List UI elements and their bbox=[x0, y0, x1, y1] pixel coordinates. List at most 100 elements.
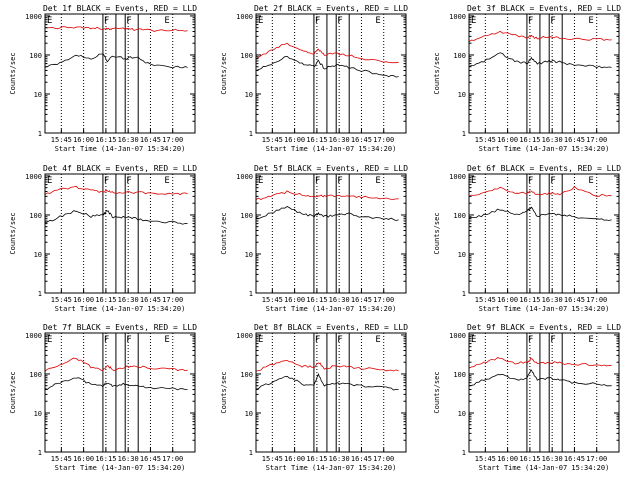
flag-f-label: F bbox=[104, 16, 109, 26]
plot-frame bbox=[468, 332, 620, 453]
x-tick-label: 16:30 bbox=[542, 455, 563, 463]
flag-e-label: E bbox=[164, 335, 169, 345]
flag-e-label: E bbox=[47, 335, 52, 345]
y-axis-label: Counts/sec bbox=[9, 212, 17, 254]
y-tick-label: 100 bbox=[29, 212, 42, 220]
x-tick-label: 16:30 bbox=[118, 136, 139, 144]
flag-f-label: F bbox=[550, 176, 555, 186]
y-tick-label: 10 bbox=[458, 410, 466, 418]
y-tick-label: 1 bbox=[462, 130, 466, 138]
flag-f-label: F bbox=[315, 16, 320, 26]
y-tick-label: 10 bbox=[34, 251, 42, 259]
x-tick-label: 17:00 bbox=[373, 455, 394, 463]
y-tick-label: 100 bbox=[240, 52, 253, 60]
series-events-line bbox=[255, 206, 399, 222]
flag-f-label: F bbox=[550, 335, 555, 345]
y-tick-label: 1000 bbox=[449, 13, 466, 21]
plot-frame bbox=[44, 13, 196, 134]
series-lld-line bbox=[44, 185, 188, 196]
panel-det-6: Det 6f BLACK = Events, RED = LLD F F E E 1 10 1… bbox=[433, 164, 621, 313]
y-tick-label: 1000 bbox=[25, 13, 42, 21]
y-axis-label: Counts/sec bbox=[220, 52, 228, 94]
x-tick-label: 17:00 bbox=[586, 455, 607, 463]
panel-det-4: Det 4f BLACK = Events, RED = LLD F F E E 1 10 1… bbox=[9, 164, 197, 313]
series-events-line bbox=[255, 55, 399, 78]
series-events-line bbox=[468, 52, 612, 69]
x-tick-label: 16:30 bbox=[118, 455, 139, 463]
plot-frame bbox=[468, 13, 620, 134]
y-tick-label: 1000 bbox=[25, 332, 42, 340]
flag-f-label: F bbox=[528, 16, 533, 26]
x-axis-label: Start Time (14-Jan-07 15:34:20) bbox=[479, 145, 610, 153]
flag-e-label: E bbox=[588, 335, 593, 345]
panel-det-2: Det 2f BLACK = Events, RED = LLD F F E E 1 10 1… bbox=[220, 4, 408, 153]
series-events-line bbox=[468, 206, 612, 221]
series-lld-line bbox=[44, 357, 188, 372]
x-tick-label: 16:00 bbox=[497, 455, 518, 463]
x-tick-label: 16:30 bbox=[329, 136, 350, 144]
x-tick-label: 16:15 bbox=[95, 455, 116, 463]
x-tick-label: 16:45 bbox=[140, 455, 161, 463]
x-tick-label: 16:45 bbox=[351, 455, 372, 463]
x-tick-label: 16:00 bbox=[73, 455, 94, 463]
x-tick-label: 16:30 bbox=[329, 296, 350, 304]
x-tick-label: 17:00 bbox=[373, 296, 394, 304]
x-tick-label: 17:00 bbox=[162, 136, 183, 144]
y-tick-label: 100 bbox=[453, 371, 466, 379]
x-tick-label: 15:45 bbox=[51, 296, 72, 304]
series-lld-line bbox=[468, 357, 612, 369]
y-tick-label: 100 bbox=[453, 212, 466, 220]
plot-frame bbox=[255, 332, 407, 453]
x-tick-label: 15:45 bbox=[51, 455, 72, 463]
x-axis-label: Start Time (14-Jan-07 15:34:20) bbox=[266, 305, 397, 313]
y-axis-label: Counts/sec bbox=[433, 52, 441, 94]
x-tick-label: 17:00 bbox=[162, 296, 183, 304]
x-tick-label: 16:45 bbox=[351, 136, 372, 144]
x-tick-label: 15:45 bbox=[262, 136, 283, 144]
x-tick-label: 16:00 bbox=[284, 136, 305, 144]
x-tick-label: 16:00 bbox=[497, 296, 518, 304]
series-events-line bbox=[44, 53, 188, 69]
flag-e-label: E bbox=[47, 16, 52, 26]
panel-title: Det 8f BLACK = Events, RED = LLD bbox=[254, 323, 408, 332]
x-axis-label: Start Time (14-Jan-07 15:34:20) bbox=[479, 464, 610, 472]
x-tick-label: 16:00 bbox=[497, 136, 518, 144]
flag-e-label: E bbox=[164, 16, 169, 26]
flag-e-label: E bbox=[258, 335, 263, 345]
y-tick-label: 1 bbox=[249, 130, 253, 138]
flag-f-label: F bbox=[104, 176, 109, 186]
flag-e-label: E bbox=[375, 335, 380, 345]
panel-title: Det 6f BLACK = Events, RED = LLD bbox=[467, 164, 621, 173]
y-tick-label: 10 bbox=[34, 410, 42, 418]
y-axis-label: Counts/sec bbox=[433, 212, 441, 254]
series-lld-line bbox=[255, 190, 399, 200]
y-tick-label: 10 bbox=[245, 91, 253, 99]
x-tick-label: 16:00 bbox=[284, 296, 305, 304]
y-tick-label: 10 bbox=[34, 91, 42, 99]
x-tick-label: 16:15 bbox=[519, 296, 540, 304]
flag-f-label: F bbox=[104, 335, 109, 345]
y-tick-label: 100 bbox=[29, 371, 42, 379]
panel-det-8: Det 8f BLACK = Events, RED = LLD F F E E 1 10 1… bbox=[220, 323, 408, 472]
x-tick-label: 15:45 bbox=[475, 455, 496, 463]
flag-f-label: F bbox=[126, 16, 131, 26]
y-axis-label: Counts/sec bbox=[433, 371, 441, 413]
y-tick-label: 1000 bbox=[25, 173, 42, 181]
x-tick-label: 17:00 bbox=[162, 455, 183, 463]
y-tick-label: 1000 bbox=[449, 173, 466, 181]
x-tick-label: 16:45 bbox=[140, 296, 161, 304]
panel-title: Det 3f BLACK = Events, RED = LLD bbox=[467, 4, 621, 13]
x-axis-label: Start Time (14-Jan-07 15:34:20) bbox=[479, 305, 610, 313]
flag-e-label: E bbox=[47, 176, 52, 186]
plot-frame bbox=[468, 173, 620, 294]
y-tick-label: 10 bbox=[458, 91, 466, 99]
y-tick-label: 1000 bbox=[236, 332, 253, 340]
panel-title: Det 7f BLACK = Events, RED = LLD bbox=[43, 323, 197, 332]
x-tick-label: 17:00 bbox=[586, 136, 607, 144]
flag-e-label: E bbox=[471, 176, 476, 186]
series-lld-line bbox=[255, 360, 399, 372]
x-axis-label: Start Time (14-Jan-07 15:34:20) bbox=[55, 145, 186, 153]
panel-title: Det 9f BLACK = Events, RED = LLD bbox=[467, 323, 621, 332]
x-tick-label: 16:30 bbox=[118, 296, 139, 304]
x-tick-label: 15:45 bbox=[262, 296, 283, 304]
